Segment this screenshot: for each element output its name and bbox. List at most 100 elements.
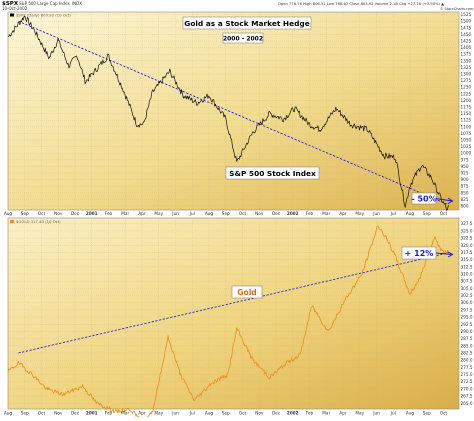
gold-y-tick-label: 327.5 [461, 221, 473, 226]
gold-y-tick-label: 280.0 [461, 358, 473, 363]
header-exchange: INDX [72, 1, 82, 6]
spx-y-tick-label: 825 [461, 197, 469, 202]
gold-y-tick-label: 272.5 [461, 379, 473, 384]
gold-x-axis: Aug Sep Oct Nov Dec 2001 Feb Mar Apr May Jun Jul Aug… [4, 411, 448, 416]
x-tick-label: Aug [205, 411, 214, 416]
x-tick-label: Sep [21, 211, 29, 216]
spx-y-axis: 1525150014751450142514001375135013251300… [461, 12, 472, 208]
x-tick-label: Apr [339, 211, 347, 216]
x-tick-label: Mar [121, 411, 129, 416]
gold-y-tick-label: 320.0 [461, 243, 473, 248]
x-tick-label: Dec [71, 211, 80, 216]
spx-change-label: - 50% [411, 195, 436, 204]
spx-y-tick-label: 1050 [461, 138, 472, 143]
header-name: S&P 500 Large Cap Index [19, 1, 70, 6]
spx-y-tick-label: 1400 [461, 45, 472, 50]
gold-y-tick-label: 312.5 [461, 264, 473, 269]
x-tick-label: 2001 [86, 211, 98, 216]
x-tick-label: Jun [171, 411, 179, 416]
x-tick-label: Jun [171, 211, 179, 216]
spx-y-tick-label: 950 [461, 164, 469, 169]
spx-y-tick-label: 1525 [461, 12, 472, 17]
x-tick-label: May [355, 211, 364, 216]
spx-y-tick-label: 1000 [461, 151, 472, 156]
gold-y-tick-label: 265.0 [461, 401, 473, 406]
x-tick-label: Dec [272, 211, 281, 216]
x-tick-label: Sep [222, 411, 230, 416]
x-tick-label: 2001 [86, 411, 98, 416]
header-symbol: $SPX [2, 1, 19, 7]
spx-y-tick-label: 1175 [461, 105, 472, 110]
watermark: © StockCharts.com [440, 7, 474, 11]
x-tick-label: Sep [423, 411, 431, 416]
spx-y-tick-label: 1325 [461, 65, 472, 70]
subtitle-box [222, 32, 264, 44]
spx-y-tick-label: 900 [461, 177, 469, 182]
spx-y-tick-label: 1125 [461, 118, 472, 123]
gold-legend-swatch [10, 220, 14, 223]
x-tick-label: Apr [138, 211, 146, 216]
gold-y-tick-label: 295.0 [461, 315, 473, 320]
spx-y-tick-label: 850 [461, 190, 469, 195]
gold-y-tick-label: 307.5 [461, 279, 473, 284]
spx-y-tick-label: 1075 [461, 131, 472, 136]
x-tick-label: Mar [322, 411, 330, 416]
x-tick-label: Dec [71, 411, 80, 416]
gold-y-tick-label: 305.0 [461, 286, 473, 291]
gold-trendline [18, 252, 449, 354]
x-tick-label: May [154, 211, 163, 216]
x-tick-label: Feb [105, 211, 113, 216]
spx-y-tick-label: 1225 [461, 91, 472, 96]
spx-x-axis: Aug Sep Oct Nov Dec 2001 Feb Mar Apr May Jun Jul Aug… [4, 211, 448, 216]
gold-y-tick-label: 285.0 [461, 343, 473, 348]
spx-y-tick-label: 875 [461, 184, 469, 189]
x-tick-label: Oct [38, 211, 46, 216]
gold-trendline-group [18, 252, 449, 354]
x-tick-label: Jul [189, 411, 195, 416]
gold-label-box [231, 285, 263, 299]
spx-y-tick-label: 1375 [461, 52, 472, 57]
spx-trendline-group [18, 20, 449, 206]
x-tick-label: Jun [372, 411, 380, 416]
x-tick-label: 2002 [287, 411, 299, 416]
gold-y-tick-label: 277.5 [461, 365, 473, 370]
gold-y-tick-label: 282.5 [461, 350, 473, 355]
gold-legend: $GOLD 317.40 (10 Oct) [16, 219, 61, 224]
x-tick-label: Sep [222, 211, 230, 216]
spx-y-tick-label: 1500 [461, 19, 472, 24]
spx-change-arrow-icon [435, 197, 454, 204]
spx-trendline [18, 20, 449, 206]
x-tick-label: Jun [372, 211, 380, 216]
x-tick-label: Nov [255, 211, 264, 216]
title-box [182, 16, 312, 30]
spx-y-tick-label: 1350 [461, 58, 472, 63]
chart-title: Gold as a Stock Market Hedge [184, 19, 309, 28]
spx-y-tick-label: 800 [461, 204, 469, 209]
gold-y-tick-label: 275.0 [461, 372, 473, 377]
x-tick-label: Nov [255, 411, 264, 416]
spx-y-tick-label: 975 [461, 157, 469, 162]
x-tick-label: Nov [54, 411, 63, 416]
spx-y-tick-label: 1275 [461, 78, 472, 83]
x-tick-label: Oct [239, 211, 247, 216]
x-tick-label: Feb [105, 411, 113, 416]
gold-panel [7, 217, 460, 410]
spx-label-box [225, 166, 320, 180]
spx-legend-swatch [10, 13, 14, 17]
spx-y-tick-label: 925 [461, 171, 469, 176]
gold-y-tick-label: 302.5 [461, 293, 473, 298]
spx-series-label: S&P 500 Stock Index [229, 169, 316, 178]
x-tick-label: Sep [21, 411, 29, 416]
gold-y-tick-label: 287.5 [461, 336, 473, 341]
x-tick-label: Aug [205, 211, 214, 216]
spx-y-tick-label: 1425 [461, 39, 472, 44]
spx-y-tick-label: 1475 [461, 25, 472, 30]
x-tick-label: Mar [121, 211, 129, 216]
x-tick-label: Oct [38, 411, 46, 416]
gold-y-tick-label: 317.5 [461, 250, 473, 255]
x-tick-label: Apr [138, 411, 146, 416]
gold-change-arrow-icon [435, 251, 454, 258]
gold-y-tick-label: 315.0 [461, 257, 473, 262]
x-tick-label: Nov [54, 211, 63, 216]
